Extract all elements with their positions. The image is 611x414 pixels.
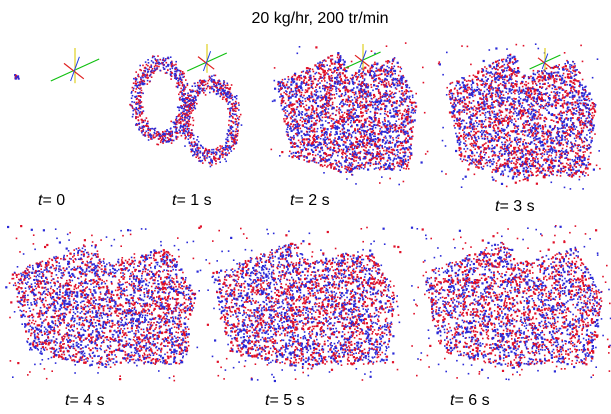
caption-t6: t= 6 s [450, 392, 490, 409]
caption-t0: t= 0 [38, 192, 66, 209]
panel-t6-image [410, 225, 611, 381]
panel-t1-image [129, 44, 243, 168]
caption-t4: t= 4 s [65, 392, 105, 409]
caption-t2: t= 2 s [290, 192, 330, 209]
caption-t1: t= 1 s [172, 192, 212, 209]
caption-t3: t= 3 s [495, 198, 535, 215]
caption-t5: t= 5 s [265, 392, 305, 409]
panel-t3-image [437, 43, 601, 190]
figure-title: 20 kg/hr, 200 tr/min [251, 10, 389, 27]
panel-t5-image [205, 226, 402, 383]
panel-t4-image [5, 225, 202, 382]
panel-t0-image [14, 48, 100, 84]
panel-t2-image [270, 42, 429, 186]
